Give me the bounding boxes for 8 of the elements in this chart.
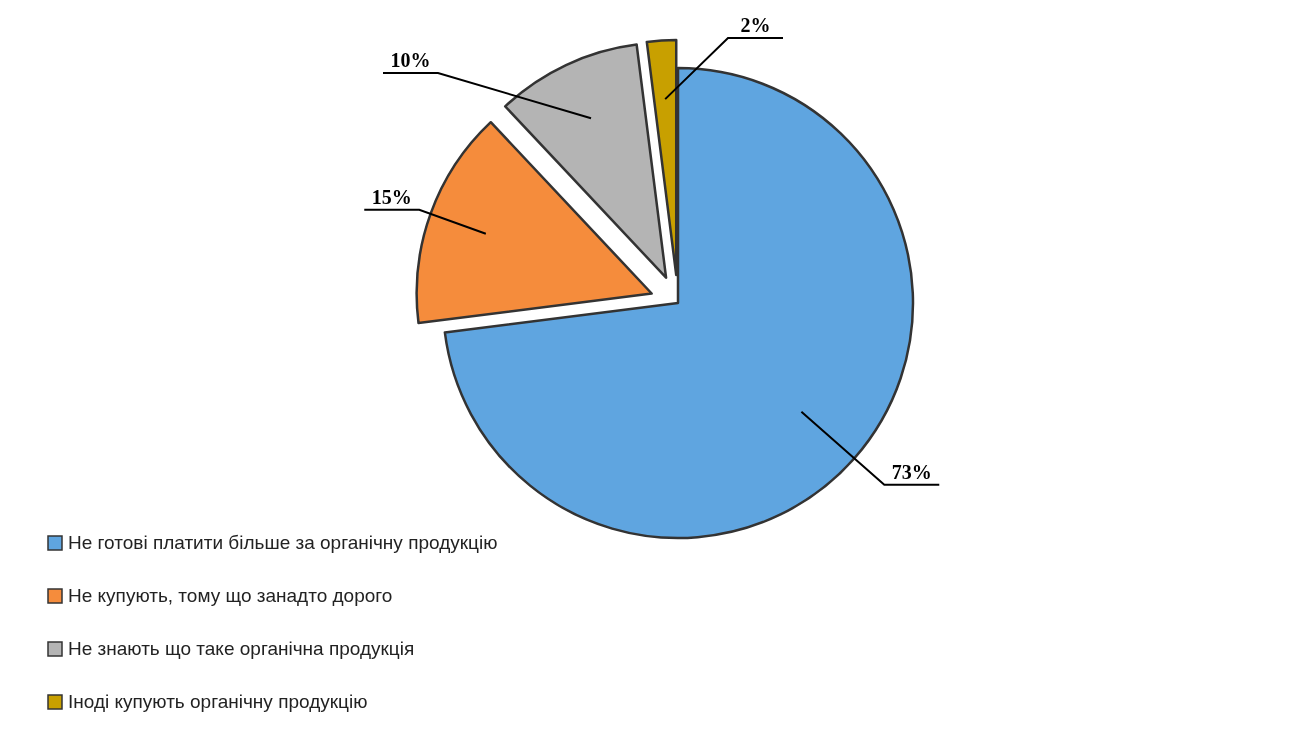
data-label: 10% xyxy=(390,49,431,71)
data-label: 2% xyxy=(740,14,771,36)
data-label: 73% xyxy=(891,460,932,483)
data-label: 15% xyxy=(371,185,412,208)
legend-label: Не знають що таке органічна продукція xyxy=(68,638,415,659)
legend-label: Не готові платити більше за органічну продукцію xyxy=(68,532,498,553)
legend-label: Іноді купують органічну продукцію xyxy=(68,691,368,712)
legend-label: Не купують, тому що занадто дорого xyxy=(68,585,393,606)
